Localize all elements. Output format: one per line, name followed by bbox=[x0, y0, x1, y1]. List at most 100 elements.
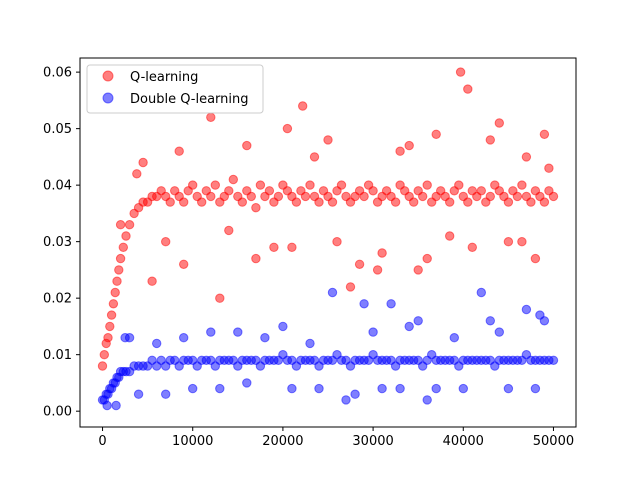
legend-label-double-q-learning: Double Q-learning bbox=[130, 92, 249, 107]
double-q-learning-point bbox=[314, 383, 324, 394]
q-learning-point bbox=[409, 197, 419, 207]
double-q-learning-point bbox=[179, 333, 189, 343]
q-learning-point bbox=[512, 191, 523, 202]
q-learning-point bbox=[395, 146, 405, 156]
q-learning-point bbox=[431, 129, 441, 140]
q-learning-point bbox=[463, 197, 473, 207]
x-tick-label: 30000 bbox=[352, 434, 393, 449]
double-q-learning-point bbox=[548, 355, 559, 365]
q-learning-point bbox=[138, 157, 148, 168]
points-layer bbox=[97, 67, 559, 411]
double-q-learning-point bbox=[530, 383, 541, 394]
q-learning-point bbox=[368, 186, 378, 196]
double-q-learning-point bbox=[287, 383, 297, 394]
q-learning-point bbox=[115, 253, 126, 264]
q-learning-point bbox=[115, 220, 126, 230]
double-q-learning-point bbox=[242, 378, 252, 388]
q-learning-point bbox=[494, 118, 504, 128]
q-learning-point bbox=[455, 67, 466, 77]
axes-frame bbox=[79, 57, 577, 428]
q-learning-point bbox=[147, 276, 157, 286]
q-learning-point bbox=[445, 197, 455, 207]
legend: Q-learning Double Q-learning bbox=[86, 64, 264, 114]
q-learning-point bbox=[132, 169, 142, 179]
double-q-learning-point bbox=[278, 321, 288, 332]
double-q-learning-point bbox=[413, 316, 423, 326]
q-learning-point bbox=[485, 135, 495, 145]
q-learning-point bbox=[418, 191, 428, 202]
q-learning-point bbox=[359, 191, 369, 202]
q-learning-point bbox=[269, 242, 279, 253]
y-tick-label: 0.03 bbox=[43, 235, 72, 250]
q-learning-point bbox=[108, 299, 119, 309]
q-learning-point bbox=[354, 259, 365, 269]
double-q-learning-point bbox=[539, 316, 550, 326]
q-learning-point bbox=[503, 237, 514, 247]
q-learning-point bbox=[309, 152, 320, 162]
q-learning-point bbox=[282, 123, 293, 134]
q-learning-point bbox=[372, 265, 383, 275]
q-learning-point bbox=[179, 259, 189, 269]
q-learning-point bbox=[264, 186, 275, 196]
q-learning-point bbox=[305, 180, 315, 190]
double-q-learning-point bbox=[305, 338, 315, 349]
legend-box bbox=[86, 64, 264, 114]
y-tick-label: 0.00 bbox=[43, 405, 72, 420]
q-learning-point bbox=[114, 265, 124, 275]
q-learning-point bbox=[251, 253, 261, 264]
q-learning-point bbox=[517, 180, 527, 190]
q-learning-point bbox=[121, 231, 131, 241]
q-learning-point bbox=[539, 197, 550, 207]
double-q-learning-point bbox=[476, 287, 486, 298]
q-learning-point bbox=[544, 163, 554, 173]
y-tick-label: 0.04 bbox=[43, 179, 72, 194]
q-learning-point bbox=[467, 242, 477, 253]
y-tick-label: 0.01 bbox=[43, 348, 72, 363]
y-tick-label: 0.05 bbox=[43, 122, 72, 137]
q-learning-point bbox=[103, 333, 113, 343]
q-learning-point bbox=[517, 237, 527, 247]
q-learning-point bbox=[255, 180, 266, 190]
q-learning-point bbox=[110, 287, 120, 298]
x-axis: 0 10000 20000 30000 40000 50000 bbox=[98, 427, 574, 449]
double-q-learning-point bbox=[494, 327, 504, 337]
double-q-learning-point bbox=[458, 383, 468, 394]
y-tick-label: 0.06 bbox=[43, 66, 72, 81]
double-q-learning-point bbox=[350, 389, 360, 399]
q-learning-point bbox=[251, 203, 261, 213]
q-learning-point bbox=[404, 140, 414, 151]
double-q-learning-point bbox=[431, 383, 441, 394]
q-learning-point bbox=[224, 225, 234, 236]
q-learning-point bbox=[345, 282, 356, 292]
q-learning-point bbox=[161, 237, 171, 247]
q-learning-point bbox=[242, 140, 252, 151]
double-q-learning-point bbox=[206, 327, 216, 337]
double-q-learning-point bbox=[422, 395, 432, 405]
q-learning-point bbox=[539, 129, 550, 140]
q-learning-point bbox=[112, 276, 122, 286]
double-q-learning-point bbox=[102, 400, 112, 411]
q-learning-point bbox=[206, 112, 216, 123]
legend-marker-q-learning bbox=[102, 70, 114, 82]
q-learning-point bbox=[106, 310, 117, 320]
double-q-learning-point bbox=[449, 333, 459, 343]
q-learning-point bbox=[445, 231, 455, 241]
q-learning-point bbox=[521, 152, 532, 162]
q-learning-point bbox=[124, 220, 135, 230]
q-learning-point bbox=[526, 197, 536, 207]
q-learning-point bbox=[485, 191, 495, 202]
x-tick-label: 40000 bbox=[443, 434, 484, 449]
q-learning-point bbox=[174, 146, 184, 156]
q-learning-point bbox=[300, 191, 311, 202]
double-q-learning-point bbox=[111, 400, 121, 411]
q-learning-point bbox=[224, 186, 234, 196]
q-learning-point bbox=[323, 135, 333, 145]
x-tick-label: 0 bbox=[98, 434, 106, 449]
q-learning-point bbox=[327, 197, 338, 207]
double-q-learning-point bbox=[377, 383, 387, 394]
q-learning-point bbox=[291, 197, 302, 207]
legend-label-q-learning: Q-learning bbox=[130, 70, 198, 85]
double-q-learning-point bbox=[260, 333, 270, 343]
q-learning-point bbox=[118, 242, 129, 253]
double-q-learning-point bbox=[188, 383, 198, 394]
